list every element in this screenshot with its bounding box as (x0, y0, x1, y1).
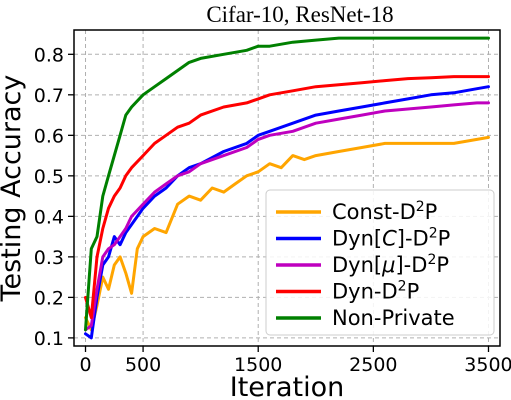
series-lines (84, 36, 490, 340)
legend-text-part: Const-D (332, 200, 416, 224)
legend-text-part: μ (381, 253, 395, 277)
legend-text-part: 2 (398, 279, 407, 295)
legend-text-part: Dyn-D (332, 280, 398, 304)
legend-text-part: C (382, 227, 397, 251)
legend-text-part: P (425, 200, 438, 224)
y-tick-label: 0.7 (34, 85, 64, 107)
legend-text-part: Dyn[ (332, 227, 382, 251)
x-tick-label: 1500 (234, 354, 282, 376)
legend-entry: Dyn[μ]-D2P (332, 252, 449, 277)
series-line-0 (84, 135, 490, 332)
legend-entry: Const-D2P (332, 199, 437, 224)
y-tick-label: 0.8 (34, 44, 64, 66)
y-tick-label: 0.4 (34, 206, 64, 228)
series-line-4 (84, 36, 490, 332)
legend-text-part: Dyn[ (332, 253, 382, 277)
y-tick-label: 0.5 (34, 166, 64, 188)
plot-frame (73, 29, 501, 347)
legend-text-part: P (407, 280, 420, 304)
x-tick-label: 3500 (464, 354, 511, 376)
x-tick-label: 2500 (349, 354, 397, 376)
y-tick-label: 0.3 (34, 247, 64, 269)
y-tick-label: 0.2 (34, 287, 64, 309)
legend-text-part: 2 (427, 252, 436, 268)
legend-entry: Dyn-D2P (332, 279, 419, 304)
legend-entry: Dyn[C]-D2P (332, 226, 450, 251)
y-tick-label: 0.1 (34, 328, 64, 350)
x-axis-label: Iteration (230, 372, 345, 400)
legend: Const-D2PDyn[C]-D2PDyn[μ]-D2PDyn-D2PNon-… (265, 189, 495, 336)
chart-title: Cifar-10, ResNet-18 (206, 2, 393, 27)
legend-text-part: 2 (416, 199, 425, 215)
legend-box (265, 189, 495, 336)
y-axis-label: Testing Accuracy (0, 75, 27, 303)
legend-text-part: Non-Private (332, 306, 455, 330)
legend-text-part: ]-D (397, 227, 429, 251)
legend-text-part: ]-D (395, 253, 427, 277)
legend-text-part: P (436, 253, 449, 277)
legend-text-part: 2 (429, 226, 438, 242)
y-tick-label: 0.6 (34, 125, 64, 147)
x-tick-label: 0 (79, 354, 91, 376)
axis-ticks: 0.1 0.2 0.3 0.4 0.5 0.6 0.7 0.8 0 500 1500 2500 3500 (34, 44, 511, 376)
legend-entry: Non-Private (332, 306, 455, 330)
legend-text-part: P (438, 227, 451, 251)
x-tick-label: 500 (125, 354, 161, 376)
